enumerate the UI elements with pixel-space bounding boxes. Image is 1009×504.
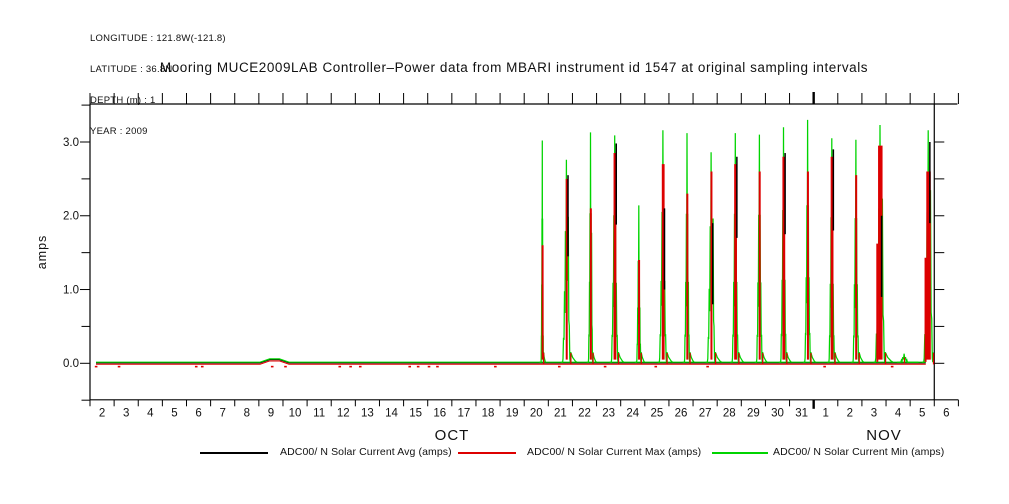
chart-title: Mooring MUCE2009LAB Controller–Power dat… (159, 60, 869, 75)
series-min-spike (682, 133, 695, 363)
x-tick-label: 14 (385, 408, 398, 420)
x-tick-label: 29 (747, 408, 760, 420)
x-tick-label: 1 (823, 408, 829, 420)
y-tick-label-3: 3.0 (63, 137, 79, 149)
x-tick-label: 11 (313, 408, 325, 420)
x-tick-label: 12 (337, 408, 350, 420)
x-tick-label: 28 (723, 408, 736, 420)
legend-line-avg (200, 452, 268, 454)
series-avg-baseline (96, 359, 926, 364)
legend-label-avg: ADC00/ N Solar Current Avg (amps) (280, 446, 452, 458)
x-tick-label: 27 (699, 408, 712, 420)
x-tick-label: 13 (361, 408, 374, 420)
x-tick-label: 3 (123, 408, 129, 420)
x-tick-label: 20 (530, 408, 543, 420)
x-tick-label: 19 (506, 408, 519, 420)
x-tick-label: 22 (578, 408, 591, 420)
series-min-spike (705, 152, 722, 363)
x-tick-label: 16 (433, 408, 446, 420)
series-min-spike (560, 159, 578, 363)
x-tick-label: 4 (147, 408, 154, 420)
y-axis-label: amps (35, 235, 49, 270)
x-tick-label: 9 (268, 408, 274, 420)
x-tick-label: 3 (871, 408, 877, 420)
legend-label-max: ADC00/ N Solar Current Max (amps) (527, 446, 702, 458)
x-tick-label: 17 (457, 408, 470, 420)
x-tick-label: 6 (195, 408, 201, 420)
series-min-spike (803, 119, 816, 363)
x-tick-label: 30 (771, 408, 784, 420)
series-min-spike (851, 139, 865, 363)
legend-label-min: ADC00/ N Solar Current Min (amps) (773, 446, 945, 458)
metadata-depth: DEPTH (m) : 1 (90, 95, 156, 107)
x-tick-label: 25 (650, 408, 663, 420)
series-max-baseline (96, 360, 926, 365)
x-tick-label: 15 (409, 408, 422, 420)
month-label-nov: NOV (866, 427, 902, 444)
y-tick-label-2: 2.0 (63, 211, 79, 223)
x-tick-label: 4 (895, 408, 902, 420)
x-tick-label: 24 (626, 408, 639, 420)
x-tick-label: 31 (795, 408, 808, 420)
legend-line-max (458, 452, 516, 454)
x-tick-label: 2 (847, 408, 853, 420)
x-tick-label: 5 (171, 408, 177, 420)
x-tick-label: 21 (554, 408, 567, 420)
x-tick-label: 6 (943, 408, 949, 420)
metadata-latitude: LATITUDE : 36.8N (90, 64, 173, 76)
x-tick-label: 5 (919, 408, 925, 420)
x-tick-label: 7 (219, 408, 225, 420)
metadata-year: YEAR : 2009 (90, 126, 148, 138)
series-min-spike (897, 353, 919, 363)
y-tick-label-1: 1.0 (63, 284, 79, 296)
metadata-longitude: LONGITUDE : 121.8W(-121.8) (90, 32, 226, 44)
x-tick-label: 26 (675, 408, 688, 420)
x-tick-label: 2 (99, 408, 105, 420)
legend-line-min (712, 452, 768, 454)
x-tick-label: 18 (482, 408, 495, 420)
x-tick-label: 23 (602, 408, 615, 420)
y-tick-label-0: 0.0 (63, 358, 79, 370)
x-tick-label: 10 (289, 408, 302, 420)
series-min-spike (754, 134, 768, 363)
month-label-oct: OCT (435, 427, 470, 444)
series-min-baseline (96, 358, 926, 363)
x-tick-label: 8 (244, 408, 250, 420)
station-metadata: LONGITUDE : 121.8W(-121.8) LATITUDE : 36… (90, 13, 226, 159)
